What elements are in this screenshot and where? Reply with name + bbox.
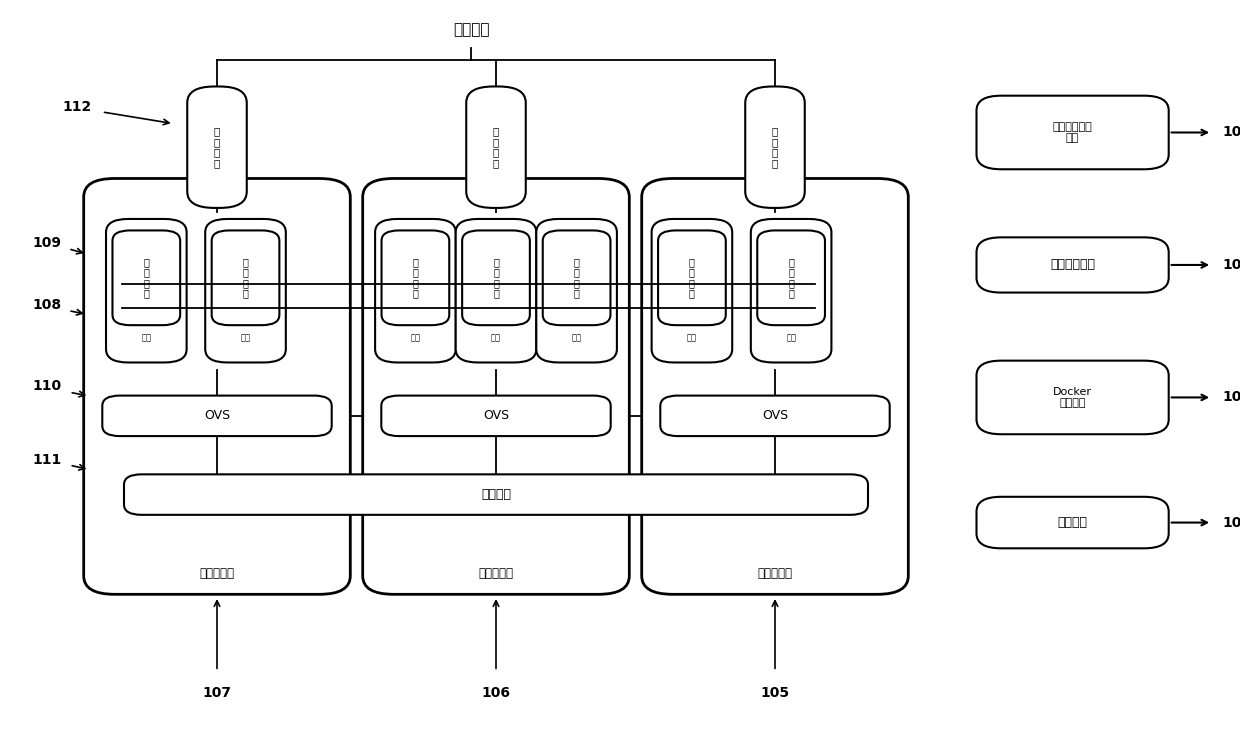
Text: 容器: 容器 <box>410 333 420 342</box>
FancyBboxPatch shape <box>363 179 630 595</box>
FancyBboxPatch shape <box>466 86 526 208</box>
FancyBboxPatch shape <box>206 219 285 363</box>
FancyBboxPatch shape <box>660 396 890 436</box>
FancyBboxPatch shape <box>977 237 1168 292</box>
FancyBboxPatch shape <box>105 219 186 363</box>
FancyBboxPatch shape <box>187 86 247 208</box>
FancyBboxPatch shape <box>536 219 618 363</box>
FancyBboxPatch shape <box>658 230 725 325</box>
Text: 111: 111 <box>32 453 62 467</box>
Text: OVS: OVS <box>482 409 510 422</box>
Text: 容器: 容器 <box>687 333 697 342</box>
FancyBboxPatch shape <box>751 219 832 363</box>
FancyBboxPatch shape <box>652 219 732 363</box>
FancyBboxPatch shape <box>212 230 279 325</box>
Text: 子节点代理: 子节点代理 <box>758 567 792 580</box>
Text: 仿
真
用
元: 仿 真 用 元 <box>243 257 248 298</box>
Text: 106: 106 <box>481 686 511 701</box>
Text: 物理网络: 物理网络 <box>1058 516 1087 529</box>
FancyBboxPatch shape <box>463 230 529 325</box>
Text: 102: 102 <box>1221 258 1240 272</box>
Text: 仿
真
用
元: 仿 真 用 元 <box>689 257 694 298</box>
Text: 108: 108 <box>32 298 62 313</box>
FancyBboxPatch shape <box>977 96 1168 169</box>
Text: 主节点代理: 主节点代理 <box>479 567 513 580</box>
Text: 信
道
代
理: 信 道 代 理 <box>213 127 221 168</box>
Text: 网元业务传输
网络: 网元业务传输 网络 <box>1053 121 1092 144</box>
Text: 容器: 容器 <box>572 333 582 342</box>
FancyBboxPatch shape <box>83 179 350 595</box>
FancyBboxPatch shape <box>102 396 331 436</box>
Text: 信
道
代
理: 信 道 代 理 <box>492 127 500 168</box>
Text: Docker
容器网络: Docker 容器网络 <box>1053 386 1092 408</box>
FancyBboxPatch shape <box>382 230 449 325</box>
Text: 子节点代理: 子节点代理 <box>200 567 234 580</box>
Text: 容器: 容器 <box>241 333 250 342</box>
FancyBboxPatch shape <box>543 230 610 325</box>
Text: 物理资源: 物理资源 <box>481 488 511 501</box>
Text: 107: 107 <box>202 686 232 701</box>
Text: OVS: OVS <box>761 409 789 422</box>
Text: 容器: 容器 <box>491 333 501 342</box>
FancyBboxPatch shape <box>642 179 908 595</box>
Text: 仿
真
用
元: 仿 真 用 元 <box>144 257 149 298</box>
Text: 101: 101 <box>1221 125 1240 140</box>
Text: OVS: OVS <box>203 409 231 422</box>
Text: 112: 112 <box>62 99 92 114</box>
Text: 109: 109 <box>32 236 62 250</box>
Text: 卫星通信网络: 卫星通信网络 <box>1050 258 1095 272</box>
Text: 110: 110 <box>32 379 62 394</box>
Text: 仿
真
用
元: 仿 真 用 元 <box>413 257 418 298</box>
FancyBboxPatch shape <box>758 230 825 325</box>
Text: 104: 104 <box>1221 515 1240 530</box>
Text: 仿
真
用
元: 仿 真 用 元 <box>574 257 579 298</box>
Text: 信
道
代
理: 信 道 代 理 <box>771 127 779 168</box>
FancyBboxPatch shape <box>374 219 456 363</box>
Text: 103: 103 <box>1221 390 1240 405</box>
FancyBboxPatch shape <box>124 475 868 515</box>
Text: 105: 105 <box>760 686 790 701</box>
FancyBboxPatch shape <box>382 396 611 436</box>
FancyBboxPatch shape <box>113 230 180 325</box>
Text: 容器: 容器 <box>786 333 796 342</box>
Text: 仿
真
用
元: 仿 真 用 元 <box>789 257 794 298</box>
Text: 容器: 容器 <box>141 333 151 342</box>
FancyBboxPatch shape <box>977 361 1168 434</box>
FancyBboxPatch shape <box>456 219 537 363</box>
Text: 仿
真
用
元: 仿 真 用 元 <box>494 257 498 298</box>
Text: 实际业务: 实际业务 <box>453 22 490 37</box>
FancyBboxPatch shape <box>977 497 1168 548</box>
FancyBboxPatch shape <box>745 86 805 208</box>
